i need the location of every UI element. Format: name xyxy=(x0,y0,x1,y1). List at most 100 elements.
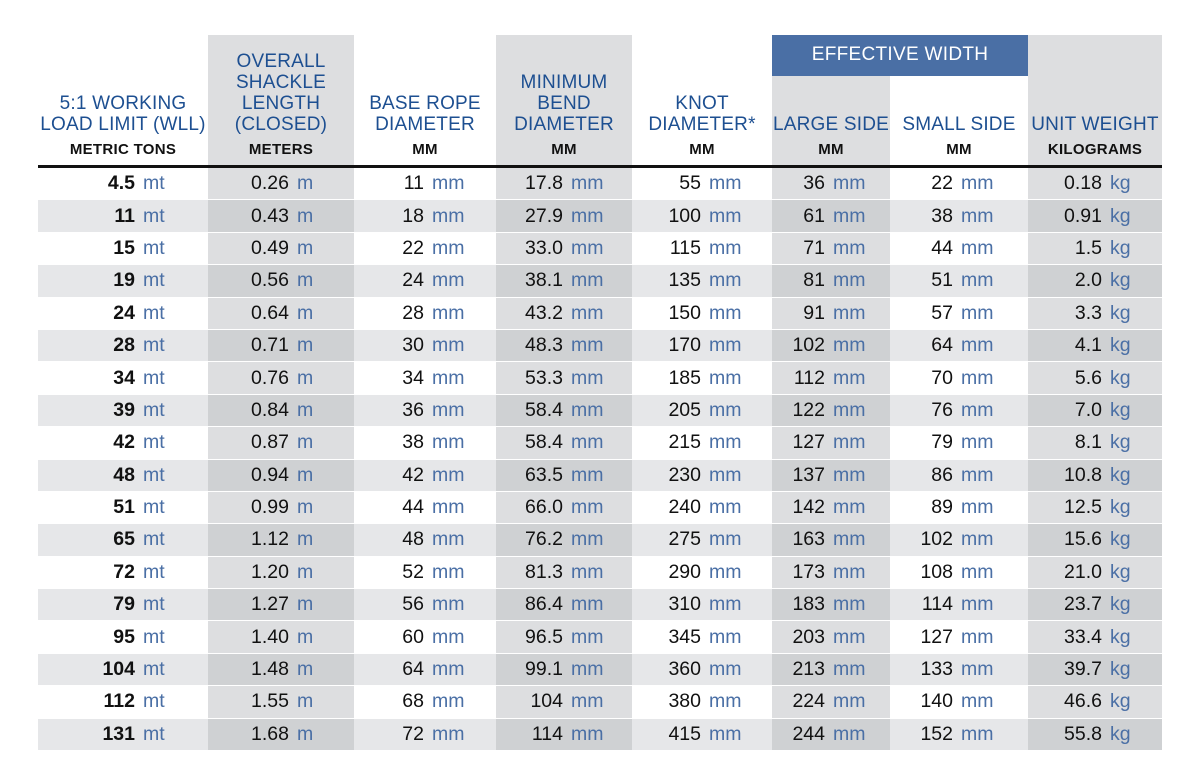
header-shackle-title: OVERALL SHACKLE LENGTH (CLOSED) xyxy=(234,51,328,135)
cell-unit: mm xyxy=(571,528,604,551)
cell-unit: m xyxy=(297,172,314,195)
table-cell: 137 mm xyxy=(772,459,890,492)
table-cell: 72 mt xyxy=(38,556,208,590)
cell-value: 1.48 xyxy=(251,658,289,681)
cell-value: 215 xyxy=(668,431,701,454)
table-cell: 102 mm xyxy=(890,523,1028,557)
cell-unit: mm xyxy=(571,172,604,195)
cell-value: 79 xyxy=(113,593,135,616)
cell-unit: mm xyxy=(432,560,465,583)
cell-value: 12.5 xyxy=(1064,496,1102,519)
cell-unit: mm xyxy=(571,496,604,519)
cell-unit: mt xyxy=(143,269,165,292)
cell-unit: kg xyxy=(1110,236,1131,259)
cell-unit: mm xyxy=(709,204,742,227)
table-row: 51 mt 0.99 m 44 mm 66.0 mm 240 mm 142 mm 89 mm 12.5 kg xyxy=(38,491,1162,525)
table-cell: 42 mt xyxy=(38,426,208,460)
cell-unit: mm xyxy=(571,463,604,486)
table-cell: 72 mm xyxy=(354,718,496,752)
header-small-unit: MM xyxy=(946,141,972,158)
cell-value: 0.99 xyxy=(251,496,289,519)
table-cell: 142 mm xyxy=(772,491,890,525)
header-small-title: SMALL SIDE xyxy=(902,114,1016,135)
cell-unit: mm xyxy=(709,625,742,648)
cell-value: 203 xyxy=(792,625,825,648)
cell-unit: mm xyxy=(833,172,866,195)
header-rope-diameter: BASE ROPE DIAMETER MM xyxy=(354,35,496,168)
cell-value: 131 xyxy=(102,722,135,745)
cell-value: 91 xyxy=(803,301,825,324)
cell-unit: mm xyxy=(709,366,742,389)
cell-unit: m xyxy=(297,593,314,616)
table-cell: 57 mm xyxy=(890,297,1028,330)
cell-value: 95 xyxy=(113,625,135,648)
cell-value: 61 xyxy=(803,204,825,227)
cell-unit: mt xyxy=(143,593,165,616)
table-cell: 1.27 m xyxy=(208,588,354,622)
cell-unit: kg xyxy=(1110,204,1131,227)
table-cell: 68 mm xyxy=(354,685,496,719)
table-cell: 43.2 mm xyxy=(496,297,632,330)
cell-value: 38 xyxy=(931,204,953,227)
cell-unit: mm xyxy=(432,463,465,486)
table-cell: 150 mm xyxy=(632,297,772,330)
cell-unit: mm xyxy=(833,334,866,357)
cell-value: 1.40 xyxy=(251,625,289,648)
cell-value: 66.0 xyxy=(525,496,563,519)
cell-unit: mm xyxy=(571,560,604,583)
cell-unit: mm xyxy=(432,625,465,648)
cell-unit: mm xyxy=(432,398,465,421)
cell-value: 115 xyxy=(669,236,701,259)
cell-unit: kg xyxy=(1110,722,1131,745)
header-effective-width: EFFECTIVE WIDTH xyxy=(772,35,1028,76)
cell-value: 36 xyxy=(402,398,424,421)
table-cell: 127 mm xyxy=(772,426,890,460)
table-cell: 81.3 mm xyxy=(496,556,632,590)
cell-unit: kg xyxy=(1110,463,1131,486)
table-cell: 127 mm xyxy=(890,620,1028,654)
cell-unit: mt xyxy=(143,301,165,324)
table-cell: 0.49 m xyxy=(208,232,354,266)
cell-value: 58.4 xyxy=(525,398,563,421)
cell-unit: mt xyxy=(143,172,165,195)
cell-unit: mm xyxy=(961,625,994,648)
cell-unit: mm xyxy=(961,463,994,486)
cell-unit: m xyxy=(297,334,314,357)
cell-unit: mm xyxy=(571,593,604,616)
table-cell: 183 mm xyxy=(772,588,890,622)
table-cell: 0.18 kg xyxy=(1028,166,1162,201)
cell-value: 185 xyxy=(668,366,701,389)
cell-value: 27.9 xyxy=(525,204,563,227)
cell-value: 142 xyxy=(792,496,825,519)
table-cell: 64 mm xyxy=(354,653,496,687)
cell-unit: mm xyxy=(961,172,994,195)
table-cell: 38 mm xyxy=(890,199,1028,233)
cell-value: 310 xyxy=(668,593,701,616)
cell-value: 0.94 xyxy=(251,463,289,486)
table-cell: 18 mm xyxy=(354,199,496,233)
table-cell: 33.4 kg xyxy=(1028,620,1162,654)
table-row: 28 mt 0.71 m 30 mm 48.3 mm 170 mm 102 mm 64 mm 4.1 kg xyxy=(38,329,1162,363)
table-cell: 205 mm xyxy=(632,394,772,428)
cell-value: 127 xyxy=(920,625,953,648)
table-cell: 8.1 kg xyxy=(1028,426,1162,460)
table-cell: 44 mm xyxy=(354,491,496,525)
cell-value: 380 xyxy=(668,690,701,713)
cell-unit: mm xyxy=(571,431,604,454)
cell-unit: m xyxy=(297,560,314,583)
cell-unit: m xyxy=(297,625,314,648)
table-cell: 170 mm xyxy=(632,329,772,363)
cell-unit: mm xyxy=(709,560,742,583)
cell-unit: mm xyxy=(432,172,465,195)
cell-unit: mm xyxy=(709,172,742,195)
cell-value: 1.12 xyxy=(251,528,289,551)
cell-unit: mt xyxy=(143,560,165,583)
cell-value: 70 xyxy=(931,366,953,389)
cell-value: 39.7 xyxy=(1064,658,1102,681)
cell-value: 4.1 xyxy=(1074,334,1102,357)
cell-unit: mm xyxy=(709,236,742,259)
table-cell: 24 mm xyxy=(354,264,496,298)
table-cell: 104 mt xyxy=(38,653,208,687)
cell-value: 183 xyxy=(792,593,825,616)
cell-value: 213 xyxy=(792,658,825,681)
